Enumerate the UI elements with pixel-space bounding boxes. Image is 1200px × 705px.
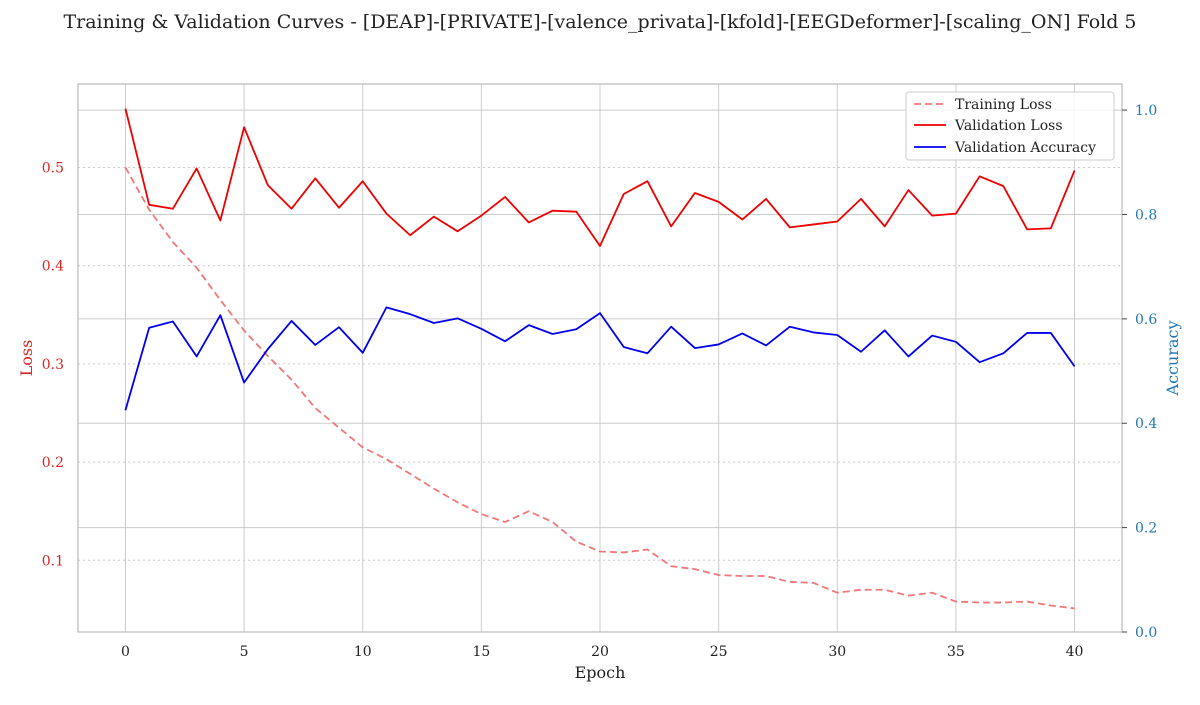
right-y-axis-ticks: 0.0 0.2 0.4 0.6 0.8 1.0: [1122, 103, 1157, 641]
left-y-tick-label: 0.5: [42, 160, 64, 176]
x-tick-label: 10: [354, 644, 372, 660]
left-y-tick-label: 0.2: [42, 455, 64, 471]
x-tick-label: 30: [828, 644, 846, 660]
x-tick-label: 20: [591, 644, 609, 660]
plot-series: [124, 108, 1076, 610]
x-tick-label: 0: [121, 644, 130, 660]
chart-title: Training & Validation Curves - [DEAP]-[P…: [63, 11, 1136, 33]
series-line-training-loss: [124, 167, 1075, 610]
x-tick-label: 15: [472, 644, 490, 660]
left-y-tick-label: 0.3: [42, 357, 64, 373]
left-y-tick-label: 0.1: [42, 553, 64, 569]
x-tick-label: 5: [240, 644, 249, 660]
right-y-tick-label: 0.8: [1135, 207, 1157, 223]
right-y-tick-label: 1.0: [1135, 103, 1157, 119]
x-tick-label: 40: [1066, 644, 1084, 660]
legend-label-training-loss: Training Loss: [955, 97, 1052, 113]
right-y-axis-label: Accuracy: [1163, 321, 1182, 397]
series-line-validation-loss: [124, 108, 1076, 247]
right-y-tick-label: 0.6: [1135, 312, 1157, 328]
grid: [78, 84, 1122, 633]
left-y-axis-label: Loss: [17, 340, 36, 377]
legend-label-validation-loss: Validation Loss: [954, 118, 1063, 134]
x-axis-ticks: 0 5 10 15 20 25 30 35 40: [121, 644, 1083, 660]
legend: Training Loss Validation Loss Validation…: [905, 91, 1115, 161]
right-y-tick-label: 0.0: [1135, 625, 1157, 641]
x-axis-label: Epoch: [575, 663, 626, 682]
left-y-axis-ticks: 0.1 0.2 0.3 0.4 0.5: [42, 160, 64, 569]
series-line-validation-accuracy: [124, 306, 1076, 411]
legend-box: [905, 91, 1115, 161]
x-tick-label: 25: [710, 644, 728, 660]
legend-label-validation-accuracy: Validation Accuracy: [954, 140, 1096, 156]
right-y-tick-label: 0.4: [1135, 416, 1157, 432]
right-y-tick-label: 0.2: [1135, 521, 1157, 537]
left-y-tick-label: 0.4: [42, 259, 64, 275]
x-tick-label: 35: [947, 644, 965, 660]
plot-frame: [77, 83, 1123, 633]
